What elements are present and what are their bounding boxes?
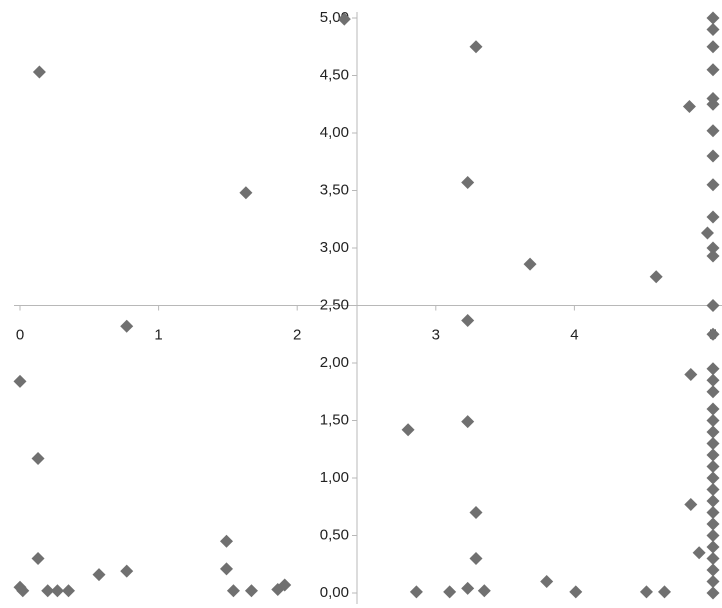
scatter-point <box>220 534 234 548</box>
scatter-point <box>540 575 554 588</box>
scatter-point <box>706 448 720 462</box>
scatter-point <box>523 257 537 271</box>
scatter-point <box>706 124 720 138</box>
scatter-point <box>657 585 671 599</box>
scatter-point <box>220 562 234 576</box>
scatter-point <box>706 327 720 341</box>
scatter-point <box>706 483 720 496</box>
scatter-point <box>469 506 483 519</box>
y-tick-label: 2,00 <box>320 354 349 371</box>
scatter-point <box>244 584 258 598</box>
scatter-point <box>469 552 483 565</box>
scatter-point <box>706 471 720 485</box>
scatter-point <box>639 585 653 599</box>
scatter-point <box>706 40 720 54</box>
scatter-point <box>706 11 720 25</box>
scatter-point <box>469 40 483 54</box>
scatter-point <box>684 497 698 511</box>
scatter-point <box>706 563 720 577</box>
scatter-point <box>13 374 27 388</box>
scatter-point <box>32 65 46 79</box>
x-tick-label: 4 <box>570 326 578 343</box>
y-tick-label: 0,00 <box>320 584 349 601</box>
scatter-point <box>461 415 475 429</box>
scatter-point <box>92 568 106 582</box>
scatter-point <box>649 270 663 284</box>
scatter-point <box>278 578 292 592</box>
scatter-point <box>226 584 240 598</box>
scatter-point <box>706 506 720 519</box>
scatter-point <box>461 313 475 327</box>
scatter-point <box>706 97 720 111</box>
scatter-point <box>706 552 720 565</box>
x-tick-label: 2 <box>293 326 301 343</box>
y-tick-label: 3,00 <box>320 239 349 256</box>
scatter-point <box>706 385 720 399</box>
scatter-point <box>461 175 475 189</box>
scatter-point <box>706 540 720 554</box>
scatter-point <box>706 517 720 531</box>
scatter-point <box>443 585 457 599</box>
scatter-point <box>461 581 475 595</box>
scatter-point <box>706 178 720 192</box>
scatter-point <box>239 186 253 200</box>
scatter-point <box>31 451 45 465</box>
scatter-point <box>706 575 720 588</box>
scatter-point <box>409 585 423 599</box>
y-tick-label: 4,50 <box>320 66 349 83</box>
y-tick-label: 2,50 <box>320 296 349 313</box>
scatter-point <box>706 494 720 508</box>
scatter-point <box>700 226 714 240</box>
scatter-point <box>706 23 720 36</box>
x-tick-label: 3 <box>432 326 440 343</box>
y-tick-label: 0,50 <box>320 526 349 543</box>
scatter-point <box>706 373 720 387</box>
scatter-point <box>120 564 134 578</box>
scatter-point <box>62 584 76 598</box>
scatter-point <box>401 423 415 437</box>
scatter-point <box>684 368 698 381</box>
scatter-point <box>337 12 351 26</box>
scatter-point <box>706 529 720 542</box>
scatter-point <box>120 319 134 333</box>
y-tick-label: 1,00 <box>320 469 349 486</box>
scatter-point <box>706 249 720 263</box>
scatter-point <box>706 586 720 600</box>
scatter-point <box>706 210 720 224</box>
scatter-point <box>477 584 491 598</box>
y-tick-label: 3,50 <box>320 181 349 198</box>
scatter-point <box>706 241 720 255</box>
scatter-point <box>31 552 45 565</box>
scatter-point <box>16 584 30 598</box>
scatter-point <box>706 362 720 376</box>
scatter-point <box>706 63 720 77</box>
scatter-point <box>706 149 720 163</box>
scatter-point <box>706 402 720 416</box>
y-tick-label: 1,50 <box>320 411 349 428</box>
y-tick-label: 4,00 <box>320 124 349 141</box>
x-tick-label: 1 <box>154 326 162 343</box>
x-tick-label: 0 <box>16 326 24 343</box>
scatter-point <box>569 585 583 599</box>
scatter-point <box>692 546 706 560</box>
scatter-point <box>706 425 720 439</box>
scatter-point <box>706 460 720 473</box>
scatter-point <box>41 584 55 598</box>
scatter-point <box>682 100 696 114</box>
scatter-point <box>706 299 720 312</box>
scatter-point <box>706 414 720 427</box>
scatter-point <box>50 584 64 598</box>
scatter-point <box>706 437 720 450</box>
